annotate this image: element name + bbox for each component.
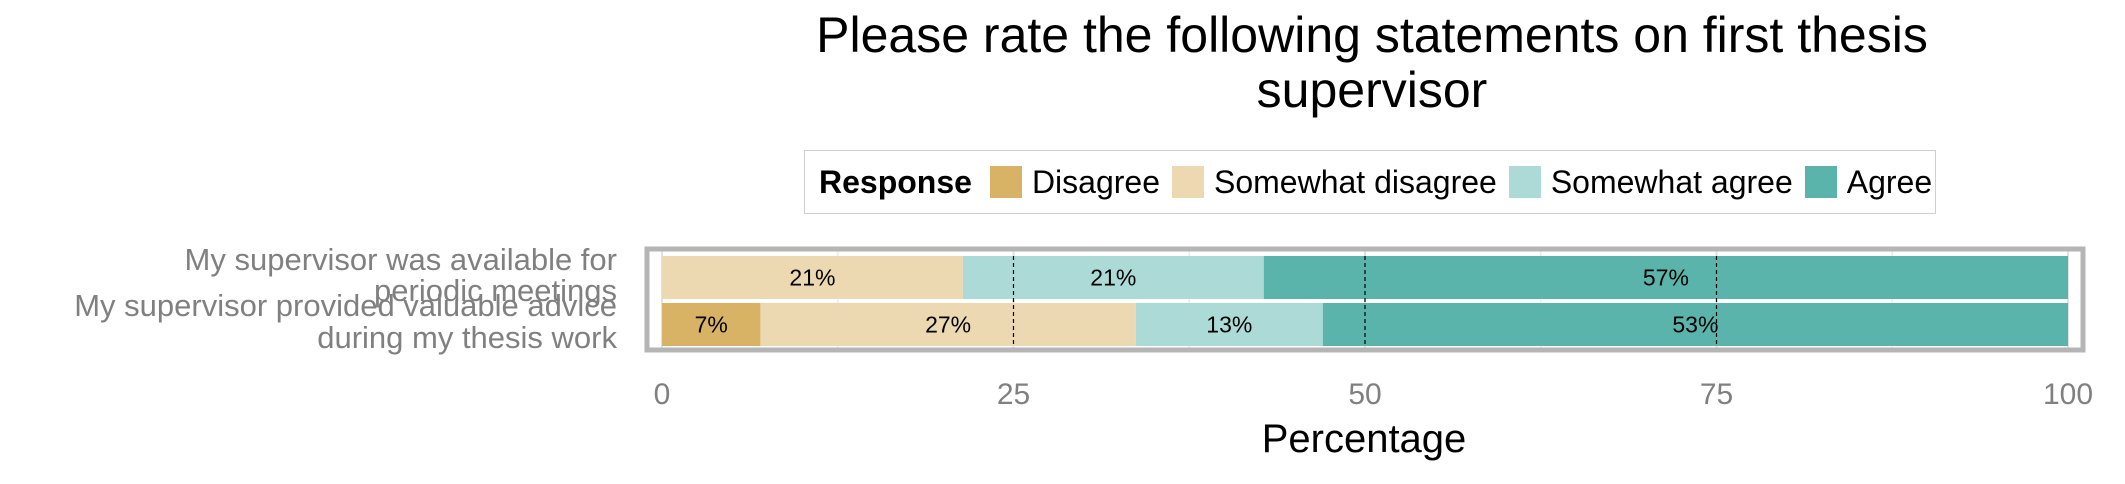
x-tick-label: 25: [997, 378, 1030, 411]
y-category-label: My supervisor was available for: [185, 242, 617, 277]
bar-segment-agree: [1322, 303, 2068, 346]
chart-title-line-2: supervisor: [1256, 62, 1488, 118]
y-category-label: My supervisor provided valuable advice: [74, 288, 617, 323]
chart-title-line-1: Please rate the following statements on …: [816, 7, 1928, 63]
legend-label-somewhat-disagree: Somewhat disagree: [1214, 163, 1497, 200]
legend-label-agree: Agree: [1846, 163, 1933, 200]
x-tick-label: 50: [1348, 378, 1381, 411]
bar-segment-agree: [1263, 256, 2068, 299]
data-label: 21%: [789, 265, 835, 291]
legend-swatch-somewhat-agree: [1508, 166, 1541, 198]
y-category-label: periodic meetings: [374, 273, 617, 308]
bar-segment-disagree: [662, 303, 761, 346]
legend-swatch-somewhat-disagree: [1172, 166, 1204, 198]
data-label: 7%: [695, 312, 728, 338]
data-label: 27%: [925, 312, 971, 338]
data-label: 53%: [1672, 312, 1718, 338]
x-tick-label: 0: [654, 378, 671, 411]
legend-swatch-disagree: [989, 166, 1022, 198]
legend-label-somewhat-agree: Somewhat agree: [1550, 163, 1793, 200]
legend-title: Response: [819, 163, 972, 200]
data-label: 13%: [1206, 312, 1252, 338]
x-tick-label: 75: [1700, 378, 1733, 411]
legend-item-agree: Agree: [1804, 163, 1933, 201]
data-label: 21%: [1090, 265, 1136, 291]
legend-item-somewhat-agree: Somewhat agree: [1508, 163, 1793, 201]
chart-title: Please rate the following statements on …: [722, 8, 2022, 118]
x-tick-label: 100: [2043, 378, 2093, 411]
bar-segment-somewhat-agree: [1135, 303, 1323, 346]
y-category-label: during my thesis work: [317, 320, 617, 355]
legend-swatch-agree: [1804, 166, 1837, 198]
data-label: 57%: [1643, 265, 1689, 291]
legend-item-disagree: Disagree: [989, 163, 1160, 201]
legend: Response Disagree Somewhat disagree Some…: [804, 150, 1936, 214]
bar-segment-somewhat-disagree: [760, 303, 1136, 346]
legend-item-somewhat-disagree: Somewhat disagree: [1172, 164, 1497, 201]
x-axis-title: Percentage: [1262, 417, 1467, 461]
plot-panel-border: [644, 246, 2086, 353]
legend-label-disagree: Disagree: [1031, 163, 1160, 200]
bar-segment-somewhat-disagree: [662, 256, 963, 299]
